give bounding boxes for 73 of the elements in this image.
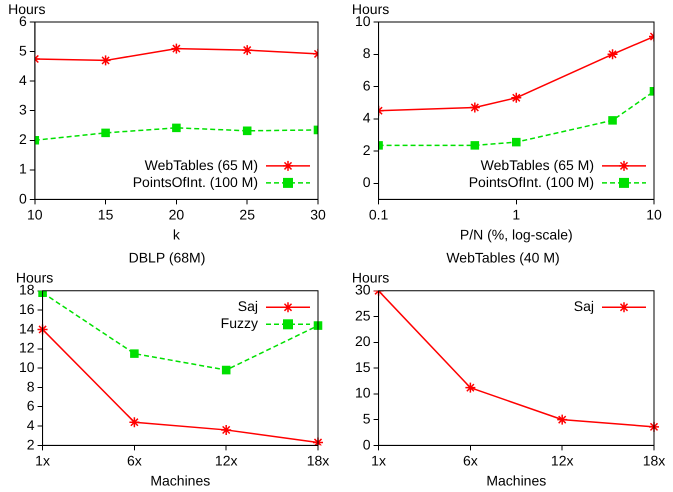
x-tick-label: 1x <box>35 452 50 469</box>
point <box>242 126 252 136</box>
point <box>101 128 110 138</box>
y-tick-label: 2 <box>362 142 371 158</box>
y-tick-label: 4 <box>362 110 371 126</box>
x-tick-label: 12x <box>214 452 238 469</box>
x-tick-label: 0.1 <box>368 206 389 223</box>
point <box>512 138 521 146</box>
x-tick-label: 15 <box>98 206 114 223</box>
y-tick-label: 20 <box>354 333 371 350</box>
x-tick-label: 18x <box>306 452 330 469</box>
legend-label: PointsOfInt. (100 M) <box>132 174 258 190</box>
legend-label: PointsOfInt. (100 M) <box>468 174 594 190</box>
y-tick-label: 1 <box>18 160 27 177</box>
legend-label: WebTables (65 M) <box>480 156 594 173</box>
y-tick-label: 10 <box>18 358 35 375</box>
x-tick-label: 30 <box>310 206 326 223</box>
chart-title: WebTables (40 M) <box>446 249 560 266</box>
x-tick-label: 25 <box>239 206 256 223</box>
y-tick-label: 5 <box>18 42 27 58</box>
y-tick-label: 14 <box>18 320 35 336</box>
y-axis-title: Hours <box>352 0 390 17</box>
y-tick-label: 6 <box>362 77 371 94</box>
y-axis-title: Hours <box>8 0 46 17</box>
y-tick-label: 3 <box>18 102 27 118</box>
point <box>241 44 253 56</box>
y-tick-label: 2 <box>26 436 35 452</box>
point <box>100 54 112 66</box>
x-axis-title: Machines <box>486 472 546 488</box>
legend-label: WebTables (65 M) <box>144 156 258 173</box>
point <box>314 321 322 330</box>
x-axis-title: k <box>172 226 181 242</box>
x-tick-label: 6x <box>462 452 478 469</box>
y-tick-label: 8 <box>362 45 371 62</box>
y-tick-label: 0 <box>362 174 371 190</box>
y-tick-label: 4 <box>18 72 27 88</box>
x-tick-label: 6x <box>126 452 142 469</box>
point <box>170 42 182 54</box>
y-tick-label: 4 <box>26 416 35 433</box>
y-tick-label: 25 <box>354 307 371 324</box>
y-tick-label: 12 <box>18 340 35 356</box>
x-tick-label: 20 <box>168 206 184 223</box>
x-tick-label: 18x <box>642 452 666 469</box>
point <box>556 414 568 426</box>
y-tick-label: 6 <box>26 398 35 414</box>
legend-label: Fuzzy <box>220 315 258 332</box>
point <box>220 424 232 436</box>
point <box>128 416 140 428</box>
y-tick-label: 15 <box>354 358 371 375</box>
y-tick-label: 5 <box>362 410 371 426</box>
y-tick-label: 8 <box>26 378 35 394</box>
y-tick-label: 16 <box>18 300 35 317</box>
y-tick-label: 0 <box>362 436 371 452</box>
point <box>172 124 181 132</box>
point <box>464 382 476 394</box>
y-tick-label: 10 <box>354 384 371 401</box>
y-tick-label: 2 <box>18 131 27 148</box>
point <box>36 324 48 336</box>
point <box>130 349 139 358</box>
chart-title: DBLP (68M) <box>128 249 206 266</box>
x-tick-label: 10 <box>646 206 662 223</box>
point <box>510 92 522 104</box>
point <box>222 366 230 374</box>
x-tick-label: 12x <box>550 452 574 469</box>
point <box>312 436 324 446</box>
x-tick-label: 1 <box>512 206 520 223</box>
legend-label: Saj <box>574 298 594 314</box>
x-axis-title: P/N (%, log-scale) <box>460 226 573 242</box>
y-tick-label: 0 <box>18 190 27 206</box>
x-axis-title: Machines <box>150 472 210 488</box>
x-tick-label: 1x <box>371 452 386 469</box>
legend-label: Saj <box>238 298 258 314</box>
point <box>648 421 660 433</box>
